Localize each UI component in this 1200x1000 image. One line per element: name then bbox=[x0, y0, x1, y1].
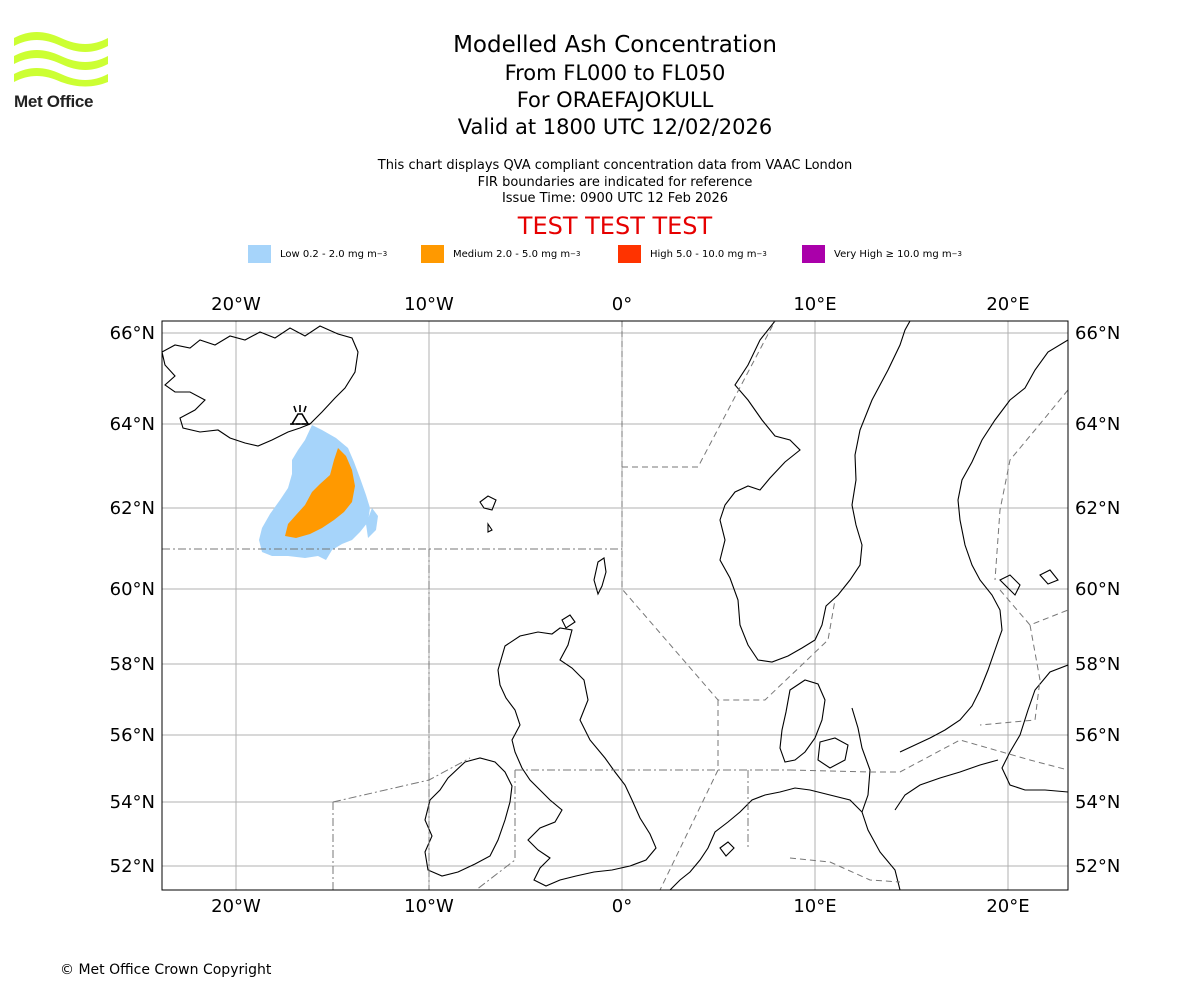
chart-notes: This chart displays QVA compliant concen… bbox=[315, 158, 915, 208]
volcano-icon[interactable] bbox=[290, 405, 310, 425]
flight-level-range: From FL000 to FL050 bbox=[504, 61, 726, 85]
lat-tick-62n-right: 62°N bbox=[1075, 498, 1120, 519]
lon-tick-10e-top: 10°E bbox=[793, 294, 836, 315]
legend-item-low: Low 0.2 - 2.0 mg m −3 bbox=[248, 244, 387, 264]
legend-item-high: High 5.0 - 10.0 mg m −3 bbox=[618, 244, 767, 264]
lat-tick-52n-left: 52°N bbox=[110, 856, 155, 877]
lon-ticks-top: 20°W 10°W 0° 10°E 20°E bbox=[211, 294, 1029, 315]
lat-tick-62n-left: 62°N bbox=[110, 498, 155, 519]
lat-tick-64n-left: 64°N bbox=[110, 414, 155, 435]
legend-label-very-high: Very High ≥ 10.0 mg m bbox=[834, 248, 952, 260]
lon-tick-20w-bottom: 20°W bbox=[211, 896, 261, 917]
lon-tick-10w-bottom: 10°W bbox=[404, 896, 454, 917]
copyright-notice: © Met Office Crown Copyright bbox=[60, 962, 272, 978]
met-office-logo: Met Office bbox=[14, 30, 108, 111]
legend-swatch-low bbox=[248, 245, 271, 263]
legend-swatch-very-high bbox=[802, 245, 825, 263]
lat-tick-60n-right: 60°N bbox=[1075, 579, 1120, 600]
volcano-name: For ORAEFAJOKULL bbox=[516, 88, 714, 112]
test-banner: TEST TEST TEST bbox=[517, 212, 713, 240]
lat-tick-58n-right: 58°N bbox=[1075, 654, 1120, 675]
legend-item-medium: Medium 2.0 - 5.0 mg m −3 bbox=[421, 244, 580, 264]
lon-tick-20w-top: 20°W bbox=[211, 294, 261, 315]
lon-tick-20e-bottom: 20°E bbox=[986, 896, 1029, 917]
lon-ticks-bottom: 20°W 10°W 0° 10°E 20°E bbox=[211, 896, 1029, 917]
chart-title: Modelled Ash Concentration bbox=[453, 32, 777, 58]
lat-tick-54n-left: 54°N bbox=[110, 792, 155, 813]
fir-boundaries bbox=[162, 321, 1068, 890]
legend-label-low: Low 0.2 - 2.0 mg m bbox=[280, 248, 377, 260]
lat-ticks-left: 66°N 64°N 62°N 60°N 58°N 56°N 54°N 52°N bbox=[110, 323, 155, 877]
lon-tick-20e-top: 20°E bbox=[986, 294, 1029, 315]
legend: Low 0.2 - 2.0 mg m −3 Medium 2.0 - 5.0 mg… bbox=[0, 244, 1200, 264]
lat-ticks-right: 66°N 64°N 62°N 60°N 58°N 56°N 54°N 52°N bbox=[1075, 323, 1120, 877]
ash-plume-medium bbox=[285, 448, 355, 538]
note-fir: FIR boundaries are indicated for referen… bbox=[477, 174, 753, 190]
lat-tick-56n-right: 56°N bbox=[1075, 725, 1120, 746]
legend-label-high: High 5.0 - 10.0 mg m bbox=[650, 248, 757, 260]
logo-text: Met Office bbox=[14, 92, 94, 111]
lon-tick-0-top: 0° bbox=[612, 294, 632, 315]
chart-titles: Modelled Ash Concentration From FL000 to… bbox=[315, 30, 915, 141]
lon-tick-10w-top: 10°W bbox=[404, 294, 454, 315]
legend-swatch-medium bbox=[421, 245, 444, 263]
coastlines bbox=[162, 321, 1068, 890]
valid-time: Valid at 1800 UTC 12/02/2026 bbox=[457, 115, 773, 139]
lat-tick-66n-left: 66°N bbox=[110, 323, 155, 344]
legend-swatch-high bbox=[618, 245, 641, 263]
note-qva: This chart displays QVA compliant concen… bbox=[377, 158, 853, 173]
lat-tick-56n-left: 56°N bbox=[110, 725, 155, 746]
lat-tick-52n-right: 52°N bbox=[1075, 856, 1120, 877]
lat-tick-64n-right: 64°N bbox=[1075, 414, 1120, 435]
gridlines bbox=[162, 321, 1068, 890]
lon-tick-10e-bottom: 10°E bbox=[793, 896, 836, 917]
lon-tick-0-bottom: 0° bbox=[612, 896, 632, 917]
map-frame bbox=[161, 320, 1069, 891]
wave-logo-icon bbox=[14, 32, 108, 87]
lat-tick-60n-left: 60°N bbox=[110, 579, 155, 600]
lat-tick-66n-right: 66°N bbox=[1075, 323, 1120, 344]
note-issue-time: Issue Time: 0900 UTC 12 Feb 2026 bbox=[501, 191, 729, 206]
ash-plume-low bbox=[259, 425, 370, 560]
ash-plume-low-fragment bbox=[366, 508, 378, 538]
lat-tick-54n-right: 54°N bbox=[1075, 792, 1120, 813]
lat-tick-58n-left: 58°N bbox=[110, 654, 155, 675]
legend-label-medium: Medium 2.0 - 5.0 mg m bbox=[453, 248, 571, 260]
legend-item-very-high: Very High ≥ 10.0 mg m −3 bbox=[802, 244, 962, 264]
